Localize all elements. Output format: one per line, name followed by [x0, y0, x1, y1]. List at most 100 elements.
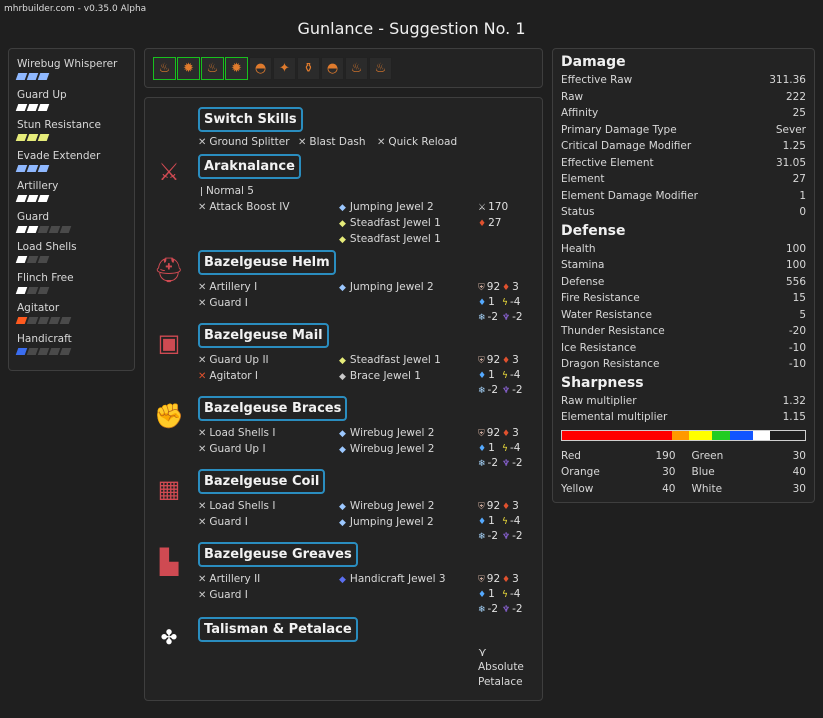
- ice-icon: ❄: [478, 532, 486, 542]
- armor-jewel[interactable]: ◆ Wirebug Jewel 2: [339, 442, 434, 457]
- fire-icon: ♦: [502, 283, 511, 293]
- armor-name[interactable]: Bazelgeuse Mail: [198, 323, 329, 348]
- stat-value: 1.32: [782, 394, 806, 407]
- armor-icon: ⛑: [153, 256, 185, 284]
- armor-name[interactable]: Bazelgeuse Greaves: [198, 542, 358, 567]
- level-pip: [26, 134, 39, 141]
- weapon-jewel[interactable]: ◆ Jumping Jewel 2: [339, 201, 434, 213]
- sharpness-segment: [562, 430, 672, 440]
- armor-jewel[interactable]: ◆ Wirebug Jewel 2: [339, 499, 434, 514]
- armor-jewel[interactable]: ◆ Wirebug Jewel 2: [339, 426, 434, 441]
- resistance-number: -2: [487, 603, 499, 615]
- armor-resistances: ♦ 1 ϟ -4: [478, 368, 526, 383]
- gem-icon: ◆: [339, 203, 346, 213]
- skill-entry[interactable]: Evade Extender: [15, 150, 134, 181]
- skill-level-pips: [15, 134, 134, 141]
- shield-icon: ⛨: [478, 429, 485, 439]
- weapon-name[interactable]: Araknalance: [198, 154, 301, 179]
- stat-value: -10: [788, 358, 806, 370]
- level-pip: [26, 286, 39, 294]
- armor-jewel[interactable]: ◆ Jumping Jewel 2: [339, 515, 434, 530]
- armor-jewel[interactable]: ◆ Brace Jewel 1: [339, 369, 421, 384]
- armor-resistances: ⛨ 92 ♦ 3: [478, 353, 526, 368]
- armor-name[interactable]: Bazelgeuse Helm: [198, 250, 336, 275]
- skill-entry[interactable]: Wirebug Whisperer: [15, 58, 134, 89]
- skill-level-pips: [15, 73, 134, 80]
- switch-skill: ✕ Ground Splitter: [198, 136, 290, 148]
- weapon-attack: ⚔ 170: [478, 201, 509, 213]
- resistance-number: 92: [486, 500, 501, 512]
- armor-jewel[interactable]: ◆ Steadfast Jewel 1: [339, 353, 441, 368]
- skill-entry[interactable]: Agitator: [15, 302, 134, 333]
- cross-swords-icon: ✕: [198, 517, 207, 528]
- resistance-number: -2: [512, 311, 523, 323]
- armor-skill-label: Guard I: [209, 589, 248, 601]
- resistance-value: ⛨ 92: [478, 280, 502, 295]
- shell-icon: ǀ: [200, 186, 203, 197]
- petalace-line2: Petalace: [478, 676, 523, 688]
- cross-swords-icon: ✕: [198, 202, 207, 213]
- stat-row: Affinity 25: [561, 105, 806, 122]
- shield-icon: ⛨: [478, 356, 485, 366]
- armor-icon: ▦: [157, 475, 181, 503]
- armor-skill: ✕ Guard I: [198, 588, 248, 603]
- decoration-slot[interactable]: ♨: [153, 57, 176, 80]
- talisman-title[interactable]: Talisman & Petalace: [198, 617, 358, 642]
- stat-label: Element Damage Modifier: [561, 189, 698, 202]
- level-pip: [26, 195, 39, 202]
- skill-name: Wirebug Whisperer: [17, 58, 118, 70]
- stat-row: Water Resistance 5: [561, 307, 806, 324]
- resistance-value: ϟ -4: [502, 368, 526, 383]
- resistance-value: ❄ -2: [478, 602, 502, 617]
- decoration-slot[interactable]: ♨: [345, 57, 368, 80]
- stat-value: 31.05: [775, 156, 806, 169]
- decoration-icon: ◓: [254, 61, 267, 76]
- armor-jewel[interactable]: ◆ Handicraft Jewel 3: [339, 572, 446, 587]
- sharpness-yellow: Yellow 40: [561, 482, 676, 495]
- cross-swords-icon: ✕: [298, 137, 307, 148]
- equipment-panel: Switch Skills ✕ Ground Splitter ✕ Blast Da…: [144, 97, 543, 701]
- thunder-icon: ϟ: [502, 590, 508, 600]
- sharpness-green: Green 30: [691, 449, 807, 462]
- level-pip: [15, 195, 28, 202]
- decoration-slot[interactable]: ♨: [201, 57, 224, 80]
- resistance-number: 92: [486, 427, 501, 439]
- level-pip: [15, 286, 28, 294]
- skill-entry[interactable]: Handicraft: [15, 333, 134, 364]
- armor-name[interactable]: Bazelgeuse Braces: [198, 396, 348, 421]
- resistance-number: 1: [488, 588, 495, 600]
- resistance-value: ♦ 3: [502, 499, 526, 514]
- skill-entry[interactable]: Artillery: [15, 180, 134, 211]
- resistance-value: ♦ 3: [502, 572, 526, 587]
- fire-icon: ♦: [502, 356, 511, 366]
- fire-icon: ♦: [502, 502, 511, 512]
- weapon-jewel[interactable]: ◆ Steadfast Jewel 1: [339, 233, 441, 245]
- skill-entry[interactable]: Flinch Free: [15, 272, 134, 303]
- switch-skills-title[interactable]: Switch Skills: [198, 107, 303, 132]
- decoration-icon: ♨: [206, 61, 219, 76]
- armor-name[interactable]: Bazelgeuse Coil: [198, 469, 326, 494]
- weapon-jewel[interactable]: ◆ Steadfast Jewel 1: [339, 217, 441, 229]
- armor-skill-label: Agitator I: [209, 370, 258, 382]
- cross-swords-icon: ✕: [198, 298, 207, 309]
- skill-entry[interactable]: Stun Resistance: [15, 119, 134, 150]
- decoration-slot[interactable]: ♨: [369, 57, 392, 80]
- skill-entry[interactable]: Guard Up: [15, 89, 134, 120]
- water-icon: ♦: [478, 371, 487, 381]
- stat-value: 100: [785, 259, 806, 271]
- skill-entry[interactable]: Guard: [15, 211, 134, 242]
- resistance-number: -2: [512, 530, 523, 542]
- decoration-slot[interactable]: ✹: [177, 57, 200, 80]
- resistance-value: ❄ -2: [478, 383, 502, 398]
- decoration-slot[interactable]: ✦: [273, 57, 296, 80]
- skill-entry[interactable]: Load Shells: [15, 241, 134, 272]
- stat-value: 1.15: [782, 411, 806, 423]
- decoration-slot[interactable]: ◓: [321, 57, 344, 80]
- resistance-number: 92: [486, 281, 501, 293]
- resistance-value: ♆ -2: [502, 529, 526, 544]
- decoration-slot[interactable]: ✹: [225, 57, 248, 80]
- level-pip: [15, 256, 28, 263]
- decoration-slot[interactable]: ⚱: [297, 57, 320, 80]
- decoration-slot[interactable]: ◓: [249, 57, 272, 80]
- armor-jewel[interactable]: ◆ Jumping Jewel 2: [339, 280, 434, 295]
